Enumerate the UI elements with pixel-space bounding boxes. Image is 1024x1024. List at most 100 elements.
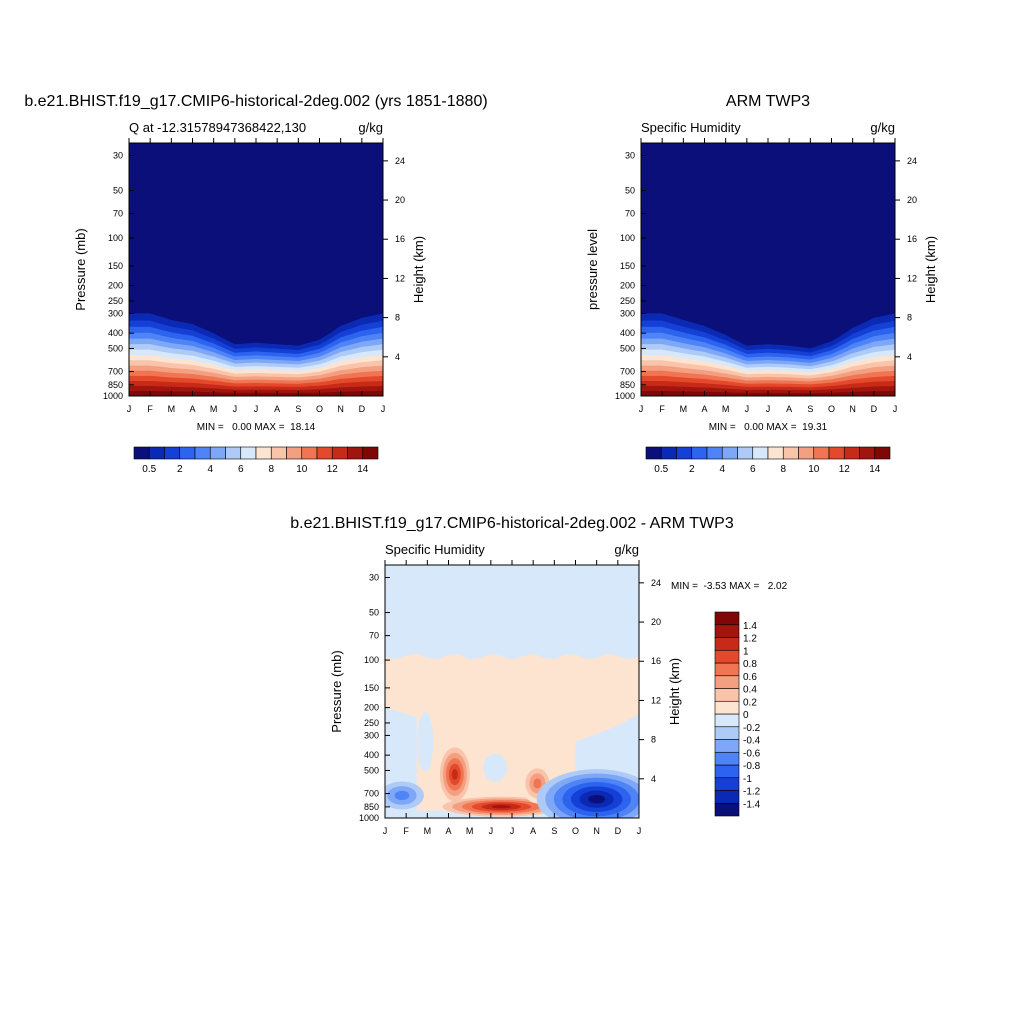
- colorbar-swatch: [843, 446, 860, 460]
- panel-2-field: [641, 143, 895, 396]
- x-tick-label: J: [893, 404, 898, 414]
- y-tick-label: 150: [108, 261, 123, 271]
- height-tick-label: 16: [395, 234, 405, 244]
- x-tick-label: S: [807, 404, 813, 414]
- colorbar-swatch: [691, 446, 708, 460]
- colorbar-swatch: [714, 777, 740, 791]
- colorbar-label: 2: [177, 464, 183, 475]
- colorbar-swatch: [645, 446, 662, 460]
- colorbar-swatch: [301, 446, 318, 460]
- colorbar-swatch: [714, 675, 740, 689]
- colorbar-label: -0.8: [743, 761, 761, 772]
- y-tick-label: 1000: [103, 391, 123, 401]
- x-tick-label: J: [510, 826, 515, 836]
- colorbar-swatch: [767, 446, 784, 460]
- colorbar-swatch: [164, 446, 181, 460]
- colorbar-label: 0.5: [142, 464, 156, 475]
- colorbar-label: -1.4: [743, 799, 761, 810]
- height-tick-label: 16: [907, 234, 917, 244]
- y-tick-label: 150: [620, 261, 635, 271]
- x-tick-label: M: [466, 826, 474, 836]
- colorbar-swatch: [798, 446, 815, 460]
- y-tick-label: 50: [113, 186, 123, 196]
- min-max-stats: MIN = 0.00 MAX = 19.31: [709, 422, 828, 433]
- x-tick-label: F: [659, 404, 665, 414]
- x-tick-label: A: [530, 826, 536, 836]
- y-tick-label: 70: [369, 631, 379, 641]
- x-tick-label: J: [381, 404, 386, 414]
- colorbar-label: 1.4: [743, 621, 757, 632]
- y-tick-label: 400: [364, 750, 379, 760]
- y-tick-label: 30: [369, 573, 379, 583]
- y-tick-label: 1000: [359, 813, 379, 823]
- colorbar-swatch: [874, 446, 891, 460]
- x-tick-label: J: [489, 826, 494, 836]
- chart-left-label: Specific Humidity: [385, 542, 485, 557]
- diff-positive-blob: [533, 778, 542, 789]
- y-tick-label: 50: [625, 186, 635, 196]
- colorbar-label: 10: [296, 464, 308, 475]
- colorbar-3: [714, 611, 740, 817]
- colorbar-label: 14: [869, 464, 881, 475]
- x-tick-label: A: [701, 404, 707, 414]
- panel-1-axes: [128, 138, 388, 397]
- colorbar-label: -0.6: [743, 748, 761, 759]
- height-tick-label: 8: [395, 313, 400, 323]
- height-tick-label: 20: [907, 195, 917, 205]
- colorbar-label: -1.2: [743, 787, 761, 798]
- height-tick-label: 24: [907, 156, 917, 166]
- diff-weak-negative: [417, 711, 434, 772]
- x-tick-label: M: [210, 404, 218, 414]
- y-axis-title: Pressure (mb): [329, 650, 344, 732]
- y-tick-label: 250: [620, 296, 635, 306]
- y-tick-label: 150: [364, 683, 379, 693]
- x-tick-label: O: [316, 404, 323, 414]
- colorbar-label: 14: [357, 464, 369, 475]
- y-tick-label: 400: [620, 328, 635, 338]
- colorbar-label: 0.6: [743, 672, 757, 683]
- colorbar-swatch: [270, 446, 287, 460]
- colorbar-swatch: [714, 739, 740, 753]
- height-tick-label: 24: [651, 578, 661, 588]
- x-tick-label: A: [786, 404, 792, 414]
- colorbar-swatch: [828, 446, 845, 460]
- colorbar-label: 6: [238, 464, 244, 475]
- y-tick-label: 50: [369, 608, 379, 618]
- x-tick-label: J: [383, 826, 388, 836]
- colorbar-swatch: [225, 446, 242, 460]
- x-tick-label: F: [403, 826, 409, 836]
- x-tick-label: A: [274, 404, 280, 414]
- colorbar-swatch: [782, 446, 799, 460]
- x-tick-label: N: [849, 404, 856, 414]
- colorbar-label: 12: [327, 464, 339, 475]
- height-tick-label: 12: [395, 273, 405, 283]
- panel-2-axes: [640, 138, 900, 397]
- x-tick-label: M: [680, 404, 688, 414]
- y-tick-label: 200: [364, 703, 379, 713]
- colorbar-label: 0.2: [743, 697, 757, 708]
- y-tick-label: 500: [364, 765, 379, 775]
- chart-title: ARM TWP3: [726, 93, 810, 110]
- diff-positive-band: [491, 805, 512, 809]
- y-axis-title-right: Height (km): [667, 658, 682, 725]
- y-tick-label: 250: [108, 296, 123, 306]
- colorbar-swatch: [714, 688, 740, 702]
- y-tick-label: 100: [620, 233, 635, 243]
- colorbar-label: 6: [750, 464, 756, 475]
- colorbar-swatch: [209, 446, 226, 460]
- panel-2: [641, 143, 895, 396]
- x-tick-label: J: [745, 404, 750, 414]
- x-tick-label: N: [337, 404, 344, 414]
- x-tick-label: D: [871, 404, 878, 414]
- colorbar-swatch: [133, 446, 150, 460]
- chart-units: g/kg: [358, 120, 383, 135]
- panel-3: [385, 565, 639, 818]
- x-tick-label: M: [168, 404, 176, 414]
- x-tick-label: O: [828, 404, 835, 414]
- colorbar-label: 4: [719, 464, 725, 475]
- x-tick-label: M: [722, 404, 730, 414]
- colorbar-swatch: [286, 446, 303, 460]
- height-tick-label: 20: [395, 195, 405, 205]
- colorbar-label: 8: [780, 464, 786, 475]
- diff-positive-core: [451, 769, 458, 780]
